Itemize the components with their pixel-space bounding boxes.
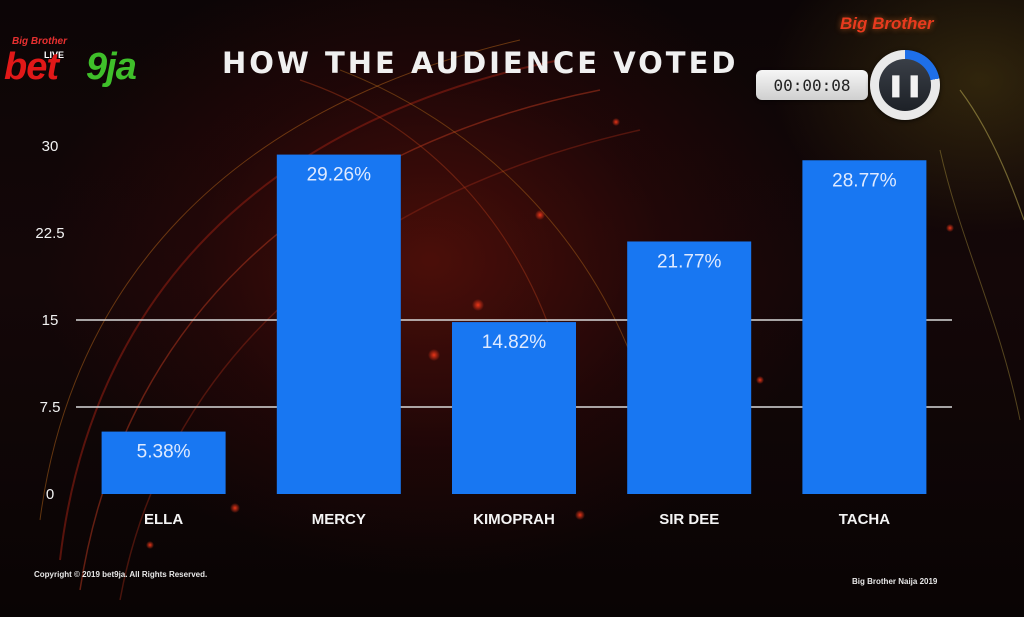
y-tick-label: 22.5 <box>35 225 64 242</box>
y-tick-label: 7.5 <box>40 399 61 416</box>
y-tick-label: 15 <box>42 312 59 329</box>
bar-ella <box>101 431 226 494</box>
data-labels: 5.38% 29.26% 14.82% 21.77% 28.77% <box>137 165 897 463</box>
data-label: 5.38% <box>137 442 191 463</box>
bet9ja-logo: Big Brother LIVE bet 9ja <box>4 36 184 98</box>
chart-title: HOW THE AUDIENCE VOTED <box>222 46 739 80</box>
category-label: TACHA <box>839 511 891 528</box>
bars <box>101 154 927 495</box>
copyright-text: Copyright © 2019 bet9ja. All Rights Rese… <box>34 570 208 579</box>
logo-bet: bet <box>4 46 59 88</box>
logo-brand-small: Big Brother <box>12 36 67 47</box>
x-axis-labels: ELLA MERCY KIMOPRAH SIR DEE TACHA <box>144 511 890 528</box>
y-axis-ticks: 0 7.5 15 22.5 30 <box>35 138 64 503</box>
category-label: ELLA <box>144 511 183 528</box>
logo-live: LIVE <box>44 50 65 60</box>
data-label: 29.26% <box>307 165 372 186</box>
timer-display: 00:00:08 <box>756 70 868 100</box>
show-name-text: Big Brother Naija 2019 <box>852 577 938 586</box>
data-label: 14.82% <box>482 332 547 353</box>
y-tick-label: 0 <box>46 486 54 503</box>
category-label: KIMOPRAH <box>473 511 555 528</box>
bar-sir-dee <box>627 241 752 494</box>
bar-tacha <box>802 160 927 494</box>
bar-mercy <box>276 154 401 495</box>
logo-9ja: 9ja <box>86 46 137 88</box>
pause-icon: ❚❚ <box>879 59 931 111</box>
y-tick-label: 30 <box>42 138 59 155</box>
bar-kimoprah <box>452 322 576 494</box>
pause-button[interactable]: ❚❚ <box>870 50 940 120</box>
category-label: MERCY <box>312 511 366 528</box>
data-label: 28.77% <box>832 170 897 191</box>
data-label: 21.77% <box>657 251 722 272</box>
big-brother-logo: Big Brother <box>840 14 934 33</box>
category-label: SIR DEE <box>659 511 719 528</box>
